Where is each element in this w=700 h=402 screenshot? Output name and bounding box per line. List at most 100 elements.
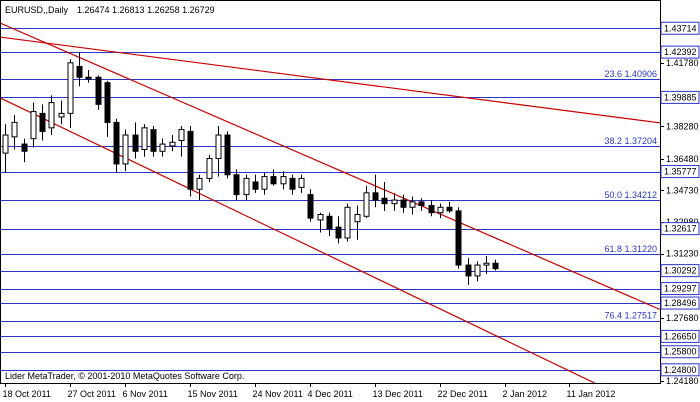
candles — [2, 51, 499, 285]
date-tick-label: 22 Dec 2011 — [438, 389, 488, 399]
bull-candle — [391, 199, 398, 205]
bear-candle — [233, 174, 240, 196]
bear-candle — [455, 210, 462, 266]
bull-candle — [354, 214, 361, 223]
bull-candle — [363, 192, 370, 217]
level-label-box — [660, 329, 700, 343]
bear-candle — [381, 197, 388, 205]
price-tick-label: 1.31230 — [666, 249, 699, 259]
price-tick-label: 1.41780 — [666, 58, 699, 68]
level-label: 1.29297 — [664, 284, 697, 294]
fib-level-label: 38.2 1.37204 — [604, 136, 657, 146]
bear-candle — [465, 264, 472, 277]
bear-candle — [224, 134, 231, 176]
bull-candle — [243, 177, 250, 196]
level-label: 1.24800 — [664, 365, 697, 375]
bull-candle — [261, 176, 268, 190]
bear-candle — [428, 204, 435, 214]
bear-candle — [289, 177, 296, 190]
date-tick-label: 24 Nov 2011 — [253, 389, 303, 399]
level-label-box — [660, 222, 700, 236]
date-tick-label: 6 Nov 2011 — [123, 389, 168, 399]
bear-candle — [113, 121, 120, 165]
date-tick-label: 13 Dec 2011 — [373, 389, 423, 399]
bull-candle — [196, 177, 203, 190]
bear-candle — [95, 76, 102, 105]
bull-candle — [474, 264, 481, 277]
bear-candle — [326, 215, 333, 230]
trend-line — [0, 36, 661, 124]
level-label-box — [660, 45, 700, 59]
price-tick-label: 1.38280 — [666, 121, 699, 131]
fib-level-label: 23.6 1.40906 — [604, 69, 657, 79]
bull-candle — [298, 177, 305, 188]
trend-line — [0, 97, 595, 384]
bull-candle — [58, 112, 65, 118]
price-tick-label: 1.27680 — [666, 313, 699, 323]
bear-candle — [492, 262, 499, 270]
bull-candle — [2, 134, 9, 154]
bear-candle — [307, 194, 314, 219]
bull-candle — [206, 158, 213, 179]
bull-candle — [409, 201, 416, 208]
level-label-box — [660, 363, 700, 377]
bear-candle — [446, 206, 453, 212]
level-label: 1.43714 — [664, 23, 697, 33]
bear-candle — [400, 199, 407, 208]
bear-candle — [104, 82, 111, 123]
bear-candle — [252, 181, 259, 190]
bull-candle — [215, 134, 222, 160]
bull-candle — [122, 134, 129, 165]
bull-candle — [280, 176, 287, 185]
fib-level-label: 76.4 1.27517 — [604, 311, 657, 321]
trend-line — [0, 22, 661, 311]
date-tick-label: 15 Nov 2011 — [188, 389, 238, 399]
level-label-box — [660, 282, 700, 296]
bear-candle — [150, 129, 157, 152]
level-label-box — [660, 264, 700, 278]
bear-candle — [372, 192, 379, 201]
bear-candle — [132, 134, 139, 152]
bear-candle — [335, 226, 342, 239]
level-label: 1.28496 — [664, 298, 697, 308]
price-tick-label: 1.36480 — [666, 154, 699, 164]
level-label-box — [660, 345, 700, 359]
bear-candle — [270, 176, 277, 185]
bull-candle — [483, 262, 490, 266]
level-label-box — [660, 165, 700, 179]
bear-candle — [76, 65, 83, 78]
level-label-box — [660, 21, 700, 35]
date-tick-label: 2 Jan 2012 — [503, 389, 548, 399]
level-label-box — [660, 296, 700, 310]
level-label-box — [660, 90, 700, 104]
level-label: 1.39885 — [664, 92, 697, 102]
bear-candle — [39, 112, 46, 132]
date-axis: 18 Oct 2011 27 Oct 2011 6 Nov 2011 15 Nov 2… — [3, 383, 615, 399]
level-label: 1.25800 — [664, 347, 697, 357]
bull-candle — [169, 141, 176, 147]
bull-candle — [344, 206, 351, 239]
symbol-label: EURUSD,,Daily — [5, 5, 69, 15]
trendlines — [0, 22, 661, 384]
bear-candle — [187, 130, 194, 190]
level-labels: 1.43714 1.42392 1.39885 1.35777 1.32617 1.302… — [660, 21, 700, 377]
date-tick-label: 27 Oct 2011 — [68, 389, 116, 399]
price-tick-label: 1.32980 — [666, 217, 699, 227]
bull-candle — [48, 102, 55, 129]
bull-candle — [67, 62, 74, 114]
ohlc-values: 1.26474 1.26813 1.26258 1.26729 — [77, 5, 215, 15]
bull-candle — [159, 143, 166, 152]
fib-level-label: 61.8 1.31220 — [604, 244, 657, 254]
level-label: 1.30292 — [664, 266, 697, 276]
bull-candle — [317, 214, 324, 221]
date-tick-label: 18 Oct 2011 — [3, 389, 51, 399]
level-label: 1.32617 — [664, 224, 697, 234]
bull-candle — [11, 121, 18, 138]
bear-candle — [21, 143, 28, 152]
level-label: 1.26650 — [664, 331, 697, 341]
bull-candle — [141, 127, 148, 150]
bear-candle — [418, 201, 425, 206]
fib-level-label: 50.0 1.34212 — [604, 190, 657, 200]
